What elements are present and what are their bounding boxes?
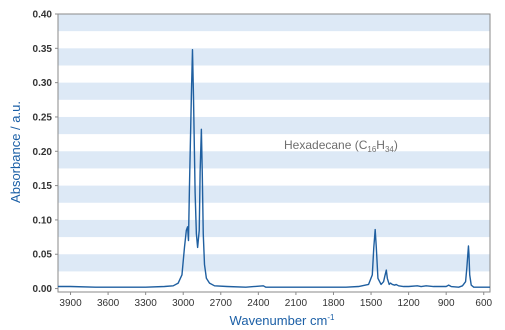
annotation-label: Hexadecane (C16H34)	[284, 138, 398, 154]
background-band	[58, 254, 490, 272]
x-tick-labels: 3900 3600 3300 3000 2700 2400 2100 1800 1500 1200…	[59, 298, 492, 309]
y-tick-label: 0.00	[33, 284, 53, 295]
y-tick-label: 0.20	[33, 147, 53, 158]
x-tick-label: 900	[438, 298, 455, 309]
x-tick-label: 3300	[135, 298, 158, 309]
x-tick-label: 2100	[285, 298, 308, 309]
background-band	[58, 219, 490, 238]
background-band	[58, 48, 490, 66]
x-tick-label: 2700	[210, 298, 233, 309]
y-tick-label: 0.10	[33, 215, 53, 226]
series-line	[58, 48, 490, 288]
x-axis-title: Wavenumber cm-1	[230, 313, 335, 328]
background-band	[58, 151, 490, 169]
background-band	[58, 116, 490, 135]
x-tick-label: 3600	[97, 298, 120, 309]
y-tick-label: 0.05	[33, 250, 53, 261]
x-tick-label: 600	[475, 298, 492, 309]
background-bands	[58, 14, 490, 272]
y-axis-title: Absorbance / a.u.	[8, 101, 23, 203]
x-tick-label: 2400	[247, 298, 270, 309]
y-tick-label: 0.30	[33, 78, 53, 89]
y-tick-label: 0.15	[33, 181, 53, 192]
background-band	[58, 14, 490, 32]
x-tick-label: 1500	[360, 298, 383, 309]
background-band	[58, 185, 490, 203]
y-tick-label: 0.25	[33, 112, 53, 123]
y-tick-label: 0.40	[33, 10, 53, 21]
y-tick-label: 0.35	[33, 44, 53, 55]
x-tick-label: 1200	[397, 298, 420, 309]
background-band	[58, 82, 490, 100]
x-tick-label: 1800	[322, 298, 345, 309]
x-tick-label: 3900	[59, 298, 82, 309]
plot-frame	[57, 13, 491, 293]
y-tick-labels: 0.00 0.05 0.10 0.15 0.20 0.25 0.30 0.35 0.40	[33, 10, 53, 296]
x-tick-label: 3000	[172, 298, 195, 309]
